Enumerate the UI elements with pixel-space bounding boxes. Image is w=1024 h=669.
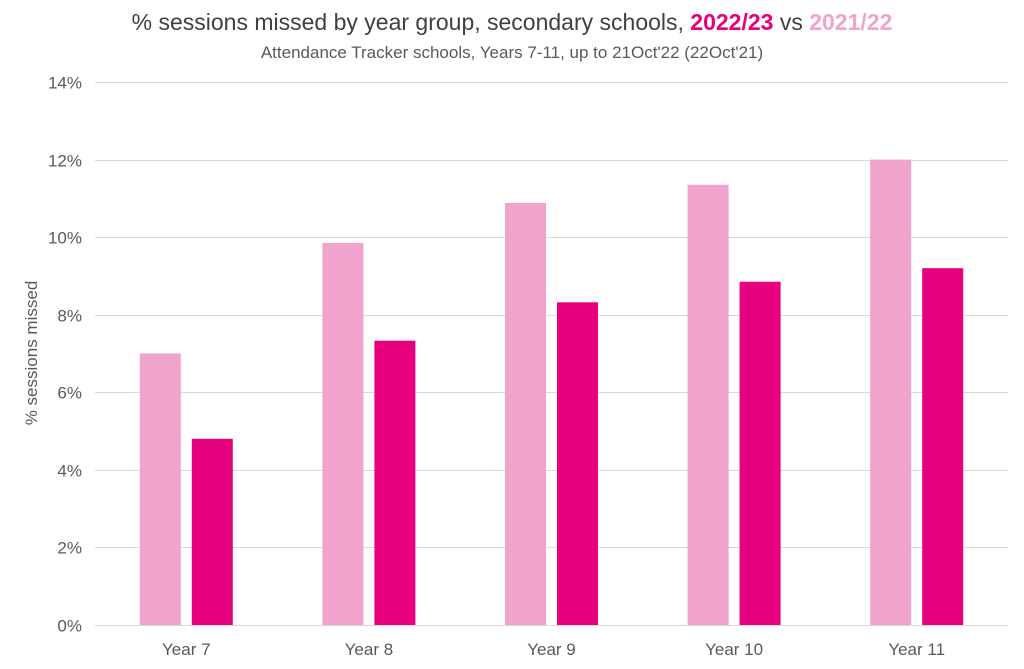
y-axis-label: % sessions missed <box>22 281 41 426</box>
x-tick-label: Year 8 <box>345 640 394 659</box>
title-part-1: 2022/23 <box>690 9 773 35</box>
x-axis-ticks: Year 7 Year 8 Year 9 Year 10 Year 11 <box>162 640 945 659</box>
title-part-3: 2021/22 <box>809 9 892 35</box>
y-tick-label: 14% <box>48 74 82 93</box>
bar-2022-23-year-7 <box>191 438 233 625</box>
x-tick-label: Year 9 <box>527 640 576 659</box>
title-part-2: vs <box>773 9 809 35</box>
y-tick-label: 10% <box>48 229 82 248</box>
chart-subtitle: Attendance Tracker schools, Years 7-11, … <box>261 43 763 62</box>
y-tick-label: 4% <box>57 462 82 481</box>
bars <box>139 159 964 626</box>
chart-title: % sessions missed by year group, seconda… <box>132 9 893 35</box>
bar-2022-23-year-11 <box>922 268 964 625</box>
title-part-0: % sessions missed by year group, seconda… <box>132 9 691 35</box>
gridlines <box>95 82 1008 626</box>
y-tick-label: 2% <box>57 539 82 558</box>
bar-2021-22-year-8 <box>322 242 364 626</box>
y-tick-label: 0% <box>57 617 82 636</box>
bar-2021-22-year-7 <box>139 353 181 625</box>
bar-2021-22-year-9 <box>505 203 546 626</box>
bar-2022-23-year-9 <box>557 302 598 625</box>
y-tick-label: 12% <box>48 152 82 171</box>
bar-2021-22-year-10 <box>687 184 729 625</box>
x-tick-label: Year 10 <box>705 640 763 659</box>
bar-2022-23-year-8 <box>374 340 416 625</box>
x-tick-label: Year 7 <box>162 640 211 659</box>
x-tick-label: Year 11 <box>888 640 945 659</box>
bar-2021-22-year-11 <box>870 159 912 626</box>
bar-2022-23-year-10 <box>739 281 781 625</box>
y-tick-label: 6% <box>57 384 82 403</box>
y-tick-label: 8% <box>57 307 82 326</box>
y-axis-ticks: 0% 2% 4% 6% 8% 10% 12% 14% <box>48 74 82 636</box>
